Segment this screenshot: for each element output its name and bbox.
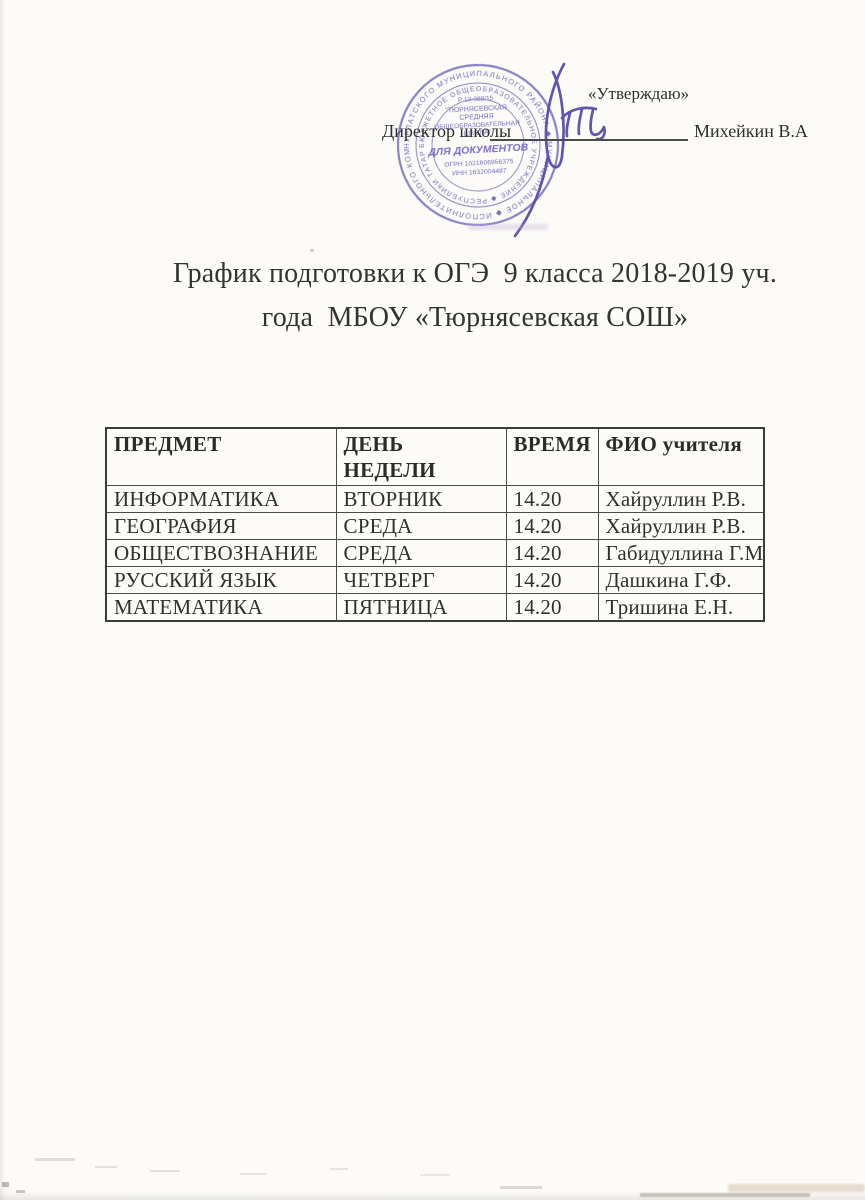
cell-subject: РУССКИЙ ЯЗЫК — [105, 566, 337, 594]
stamp-school-name-4: ШКОЛА" — [463, 129, 491, 137]
stamp-school-name-3: ОБЩЕОБРАЗОВАТЕЛЬНАЯ — [434, 120, 520, 131]
stamp-outer-circle — [396, 63, 560, 227]
cell-subject: ГЕОГРАФИЯ — [105, 512, 337, 540]
scan-artifact — [500, 1186, 542, 1189]
signature-line — [490, 139, 688, 141]
table-row: МАТЕМАТИКА ПЯТНИЦА 14.20 Тришина Е.Н. — [105, 593, 765, 622]
stamp-reg-number: Р 13-089/15 — [458, 95, 494, 104]
cell-weekday: ВТОРНИК — [335, 485, 507, 513]
scan-artifact — [16, 1190, 25, 1193]
cell-subject: МАТЕМАТИКА — [105, 593, 337, 622]
header-teacher: ФИО учителя — [597, 427, 765, 486]
scan-artifact — [95, 1166, 117, 1168]
cell-teacher: Хайруллин Р.В. — [597, 512, 765, 540]
scan-artifact — [468, 224, 548, 230]
cell-weekday: ЧЕТВЕРГ — [335, 566, 507, 594]
cell-weekday: СРЕДА — [335, 539, 507, 567]
table-row: ОБЩЕСТВОЗНАНИЕ СРЕДА 14.20 Габидуллина Г… — [105, 539, 765, 567]
cell-teacher: Хайруллин Р.В. — [597, 485, 765, 513]
stamp-ogrn: ОГРН 1021606956375 — [444, 158, 514, 169]
table-header-row: ПРЕДМЕТ ДЕНЬ НЕДЕЛИ ВРЕМЯ ФИО учителя — [105, 427, 765, 486]
table-row: ГЕОГРАФИЯ СРЕДА 14.20 Хайруллин Р.В. — [105, 512, 765, 540]
cell-teacher: Габидуллина Г.М. — [597, 539, 765, 567]
header-subject: ПРЕДМЕТ — [105, 427, 337, 486]
stamp-school-name-1: "ТЮРНЯСЕВСКАЯ — [445, 104, 507, 114]
scan-artifact — [2, 1182, 9, 1187]
school-stamp-icon: НУРЛАТСКОГО МУНИЦИПАЛЬНОГО РАЙОНА ◆ МУНИ… — [389, 56, 560, 227]
director-label: Директор школы — [382, 121, 512, 141]
scan-artifact — [420, 1174, 450, 1176]
stamp-center-circle — [431, 98, 525, 192]
table-row: РУССКИЙ ЯЗЫК ЧЕТВЕРГ 14.20 Дашкина Г.Ф. — [105, 566, 765, 594]
cell-time: 14.20 — [505, 512, 599, 540]
scan-artifact — [310, 249, 314, 252]
cell-weekday: СРЕДА — [335, 512, 507, 540]
cell-time: 14.20 — [505, 566, 599, 594]
scan-artifact — [640, 1193, 810, 1197]
cell-time: 14.20 — [505, 539, 599, 567]
director-signature — [513, 62, 606, 238]
cell-teacher: Тришина Е.Н. — [597, 593, 765, 622]
stamp-inn: ИНН 1632004487 — [452, 168, 507, 178]
signature-scribble-stroke — [560, 106, 606, 141]
header-time: ВРЕМЯ — [505, 427, 599, 486]
scan-artifact — [240, 1173, 266, 1175]
cell-subject: ОБЩЕСТВОЗНАНИЕ — [105, 539, 337, 567]
stamp-school-name-2: СРЕДНЯЯ — [459, 113, 494, 122]
cell-subject: ИНФОРМАТИКА — [105, 485, 337, 513]
approve-label: «Утверждаю» — [588, 84, 690, 103]
title-line-1: График подготовки к ОГЭ 9 класса 2018-20… — [172, 258, 778, 289]
scan-artifact — [330, 1168, 348, 1170]
director-name: Михейкин В.А — [694, 121, 808, 141]
scan-artifact — [35, 1158, 75, 1161]
schedule-table: ПРЕДМЕТ ДЕНЬ НЕДЕЛИ ВРЕМЯ ФИО учителя ИН… — [105, 427, 765, 622]
cell-teacher: Дашкина Г.Ф. — [597, 566, 765, 594]
header-weekday: ДЕНЬ НЕДЕЛИ — [335, 427, 507, 486]
stamp-middle-circle — [415, 82, 541, 208]
cell-weekday: ПЯТНИЦА — [335, 593, 507, 622]
scan-edge-left — [0, 0, 6, 1200]
table-row: ИНФОРМАТИКА ВТОРНИК 14.20 Хайруллин Р.В. — [105, 485, 765, 513]
scan-artifact — [150, 1170, 180, 1172]
title-line-2: года МБОУ «Тюрнясевская СОШ» — [261, 302, 689, 333]
cell-time: 14.20 — [505, 593, 599, 622]
signature-loop-stroke — [513, 62, 566, 238]
header-weekday-label: ДЕНЬ НЕДЕЛИ — [343, 432, 436, 482]
stamp-purpose-text: ДЛЯ ДОКУМЕНТОВ — [427, 141, 529, 158]
cell-time: 14.20 — [505, 485, 599, 513]
scan-edge-bottom — [0, 1191, 865, 1200]
document-title: График подготовки к ОГЭ 9 класса 2018-20… — [85, 252, 865, 340]
scan-artifact — [728, 1184, 865, 1192]
